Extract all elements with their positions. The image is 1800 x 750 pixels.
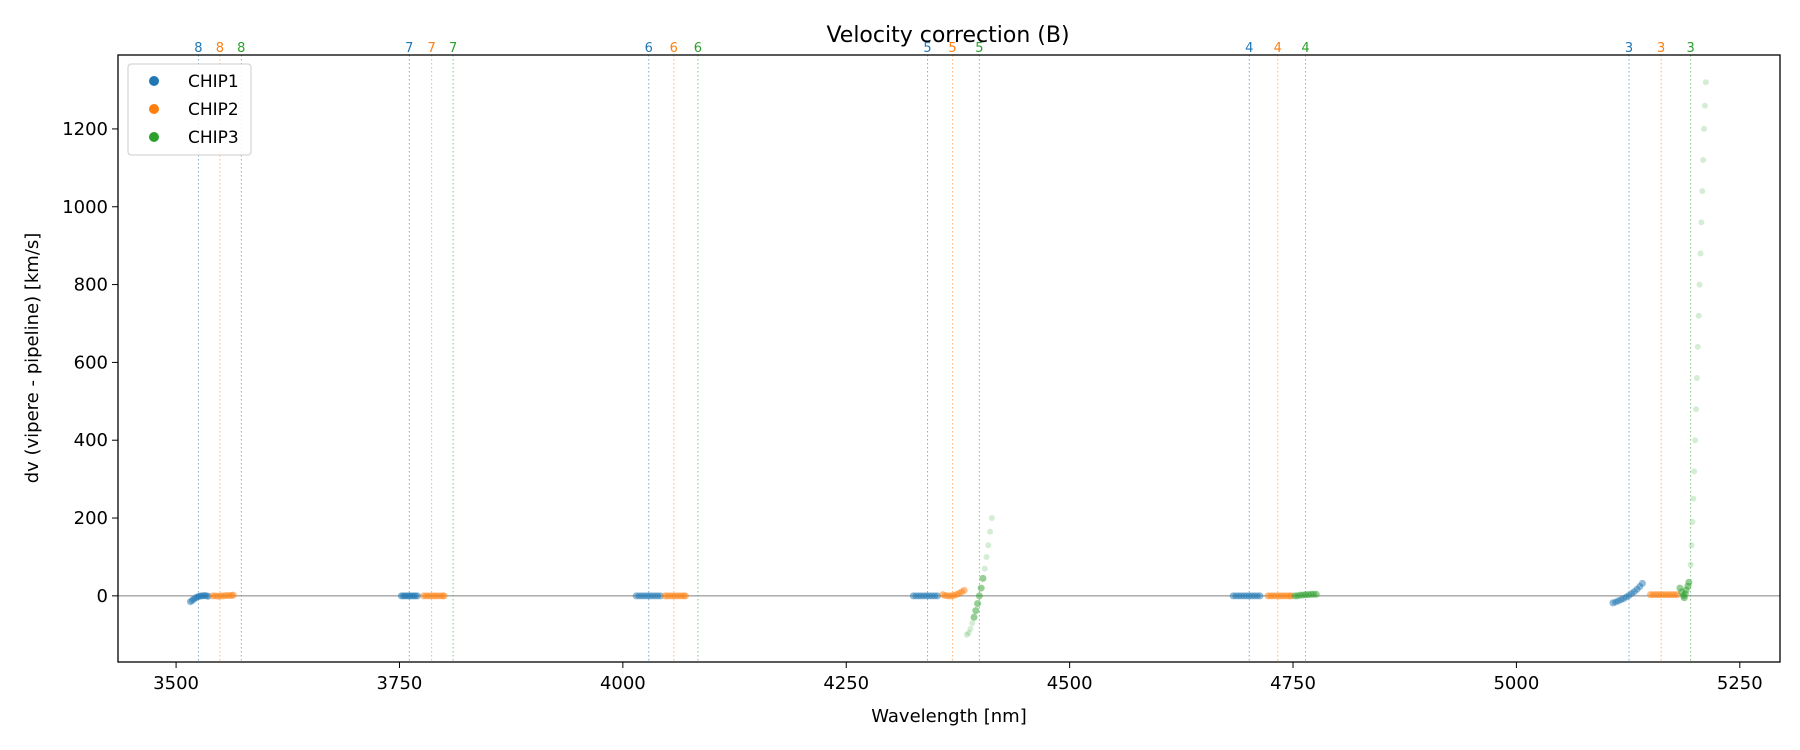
legend-label: CHIP1 (188, 72, 239, 92)
data-point: CHIP1: (4713, 0) (1256, 592, 1264, 600)
data-point: CHIP2: (4070, 0) (681, 592, 689, 600)
data-point: CHIP2: (3564, 2) (229, 591, 237, 599)
order-label: 8 (216, 41, 224, 56)
order-label: 4 (1301, 41, 1309, 56)
order-label: 3 (1625, 41, 1633, 56)
legend-marker (149, 104, 159, 114)
data-point: CHIP3: (4387, -95) (965, 629, 972, 636)
data-point: CHIP3: (4399, 0) (975, 592, 983, 600)
data-point: CHIP3: (4407, 100) (983, 553, 990, 560)
data-point: CHIP3: (4401, 20) (977, 584, 985, 592)
chart-title: Velocity correction (B) (826, 23, 1069, 48)
x-tick-label: 4250 (823, 673, 869, 694)
data-point: CHIP3: (4409, 130) (985, 542, 992, 549)
y-axis-label: dv (vipere - pipeline) [km/s] (22, 233, 43, 484)
data-point: CHIP3: (5197, 190) (1689, 518, 1696, 525)
data-point: CHIP2: (4382, 14) (960, 586, 968, 594)
data-point: CHIP3: (5207, 960) (1698, 219, 1705, 226)
x-tick-label: 3750 (377, 673, 423, 694)
legend: CHIP1 CHIP2 CHIP3 (127, 63, 252, 156)
legend-box (127, 63, 252, 156)
x-tick-label: 3500 (153, 673, 199, 694)
order-label: 6 (670, 41, 678, 56)
data-point: CHIP3: (4405, 70) (981, 565, 988, 572)
data-point: CHIP3: (5198, 250) (1690, 495, 1697, 502)
data-point: CHIP3: (4397, -20) (974, 600, 982, 608)
order-label: 6 (645, 41, 653, 56)
data-point: CHIP3: (4403, 45) (979, 574, 987, 582)
x-tick-label: 4750 (1270, 673, 1316, 694)
data-point: CHIP3: (4391, -70) (969, 620, 976, 627)
data-point: CHIP3: (5206, 880) (1697, 250, 1704, 257)
x-tick-label: 4000 (600, 673, 646, 694)
legend-label: CHIP3 (188, 128, 239, 148)
data-point: CHIP3: (5208, 1040) (1699, 188, 1706, 195)
data-point: CHIP3: (5200, 400) (1692, 437, 1699, 444)
data-point: CHIP1: (4352, 0) (933, 592, 941, 600)
order-label: 5 (975, 41, 983, 56)
y-tick-label: 800 (74, 275, 108, 296)
data-point: CHIP3: (4411, 165) (987, 528, 994, 535)
data-point: CHIP3: (5203, 640) (1694, 343, 1701, 350)
x-axis-label: Wavelength [nm] (871, 706, 1027, 727)
data-point: CHIP3: (5209, 1120) (1700, 157, 1707, 164)
plot-background (118, 55, 1780, 662)
order-label: 5 (923, 41, 931, 56)
legend-marker (149, 132, 159, 142)
x-tick-label: 4500 (1047, 673, 1093, 694)
x-tick-label: 5250 (1717, 673, 1763, 694)
axis-ticks: 3500 3750 4000 4250 4500 4750 5000 5250 0 200 400 6… (62, 119, 1763, 694)
order-label: 3 (1657, 41, 1665, 56)
x-tick-label: 5000 (1493, 673, 1539, 694)
data-point: CHIP1: (5141, 32) (1638, 579, 1646, 587)
order-label: 7 (427, 41, 435, 56)
legend-marker (149, 76, 159, 86)
y-tick-label: 1000 (62, 197, 108, 218)
order-label: 7 (405, 41, 413, 56)
data-point: CHIP3: (5210, 1200) (1701, 125, 1708, 132)
y-tick-label: 200 (74, 508, 108, 529)
data-point: CHIP3: (5212, 1320) (1702, 79, 1709, 86)
data-point: CHIP3: (4413, 200) (988, 515, 995, 522)
data-point: CHIP3: (5196, 130) (1688, 542, 1695, 549)
reference-lines (118, 55, 1780, 662)
data-point: CHIP1: (3770, 0) (413, 592, 421, 600)
y-tick-label: 0 (97, 586, 108, 607)
data-points: CHIP1: (3516, -15)CHIP1: (3518, -12)CHIP… (186, 79, 1709, 638)
data-point: CHIP2: (3800, 0) (440, 592, 448, 600)
data-point: CHIP3: (4776, 4) (1312, 590, 1320, 598)
order-label: 4 (1245, 41, 1253, 56)
order-label: 5 (948, 41, 956, 56)
order-label: 7 (449, 41, 457, 56)
data-point: CHIP3: (5204, 720) (1695, 312, 1702, 319)
data-point: CHIP3: (5211, 1260) (1701, 102, 1708, 109)
order-label: 6 (694, 41, 702, 56)
data-point: CHIP3: (5199, 320) (1691, 468, 1698, 475)
data-point: CHIP3: (5201, 480) (1693, 406, 1700, 413)
data-point: CHIP3: (5202, 560) (1693, 374, 1700, 381)
order-label: 4 (1274, 41, 1282, 56)
data-point: CHIP3: (4389, -85) (967, 625, 974, 632)
plot-frame (117, 54, 1781, 663)
y-tick-label: 400 (74, 430, 108, 451)
order-label: 3 (1687, 41, 1695, 56)
data-point: CHIP3: (4395, -38) (972, 607, 980, 615)
order-label: 8 (194, 41, 202, 56)
data-point: CHIP3: (5195, 80) (1687, 561, 1694, 568)
data-point: CHIP3: (4393, -55) (970, 613, 978, 621)
legend-label: CHIP2 (188, 100, 239, 120)
data-point: CHIP3: (4385, -100) (963, 631, 970, 638)
y-tick-label: 600 (74, 352, 108, 373)
y-tick-label: 1200 (62, 119, 108, 140)
data-point: CHIP3: (5193, 35) (1685, 578, 1693, 586)
order-label: 8 (237, 41, 245, 56)
data-point: CHIP3: (5205, 800) (1696, 281, 1703, 288)
